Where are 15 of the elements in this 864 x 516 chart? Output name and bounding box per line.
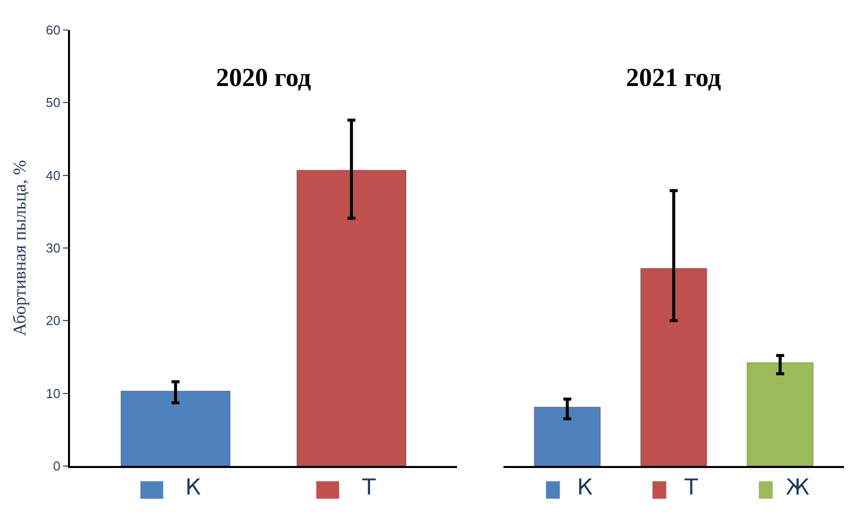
y-tick-label: 20: [46, 313, 60, 328]
text: 2021 год: [626, 63, 722, 92]
text: 2020 год: [216, 63, 312, 92]
x-tick-label: Т: [327, 475, 376, 500]
x-tick-label: К: [150, 475, 202, 500]
x-tick-label: К: [542, 475, 593, 500]
y-tick-label: 50: [46, 95, 60, 110]
y-tick-label: 40: [46, 168, 60, 183]
x-tick-label: Ж: [750, 475, 810, 500]
y-tick-label: 30: [46, 240, 60, 256]
y-tick-label: 60: [46, 22, 60, 38]
y-tick-label: 0: [53, 458, 60, 474]
x-tick-label: Т: [650, 475, 698, 500]
y-tick-label: 10: [46, 386, 60, 401]
y-axis-title: Абортивная пыльца, %: [10, 160, 30, 336]
